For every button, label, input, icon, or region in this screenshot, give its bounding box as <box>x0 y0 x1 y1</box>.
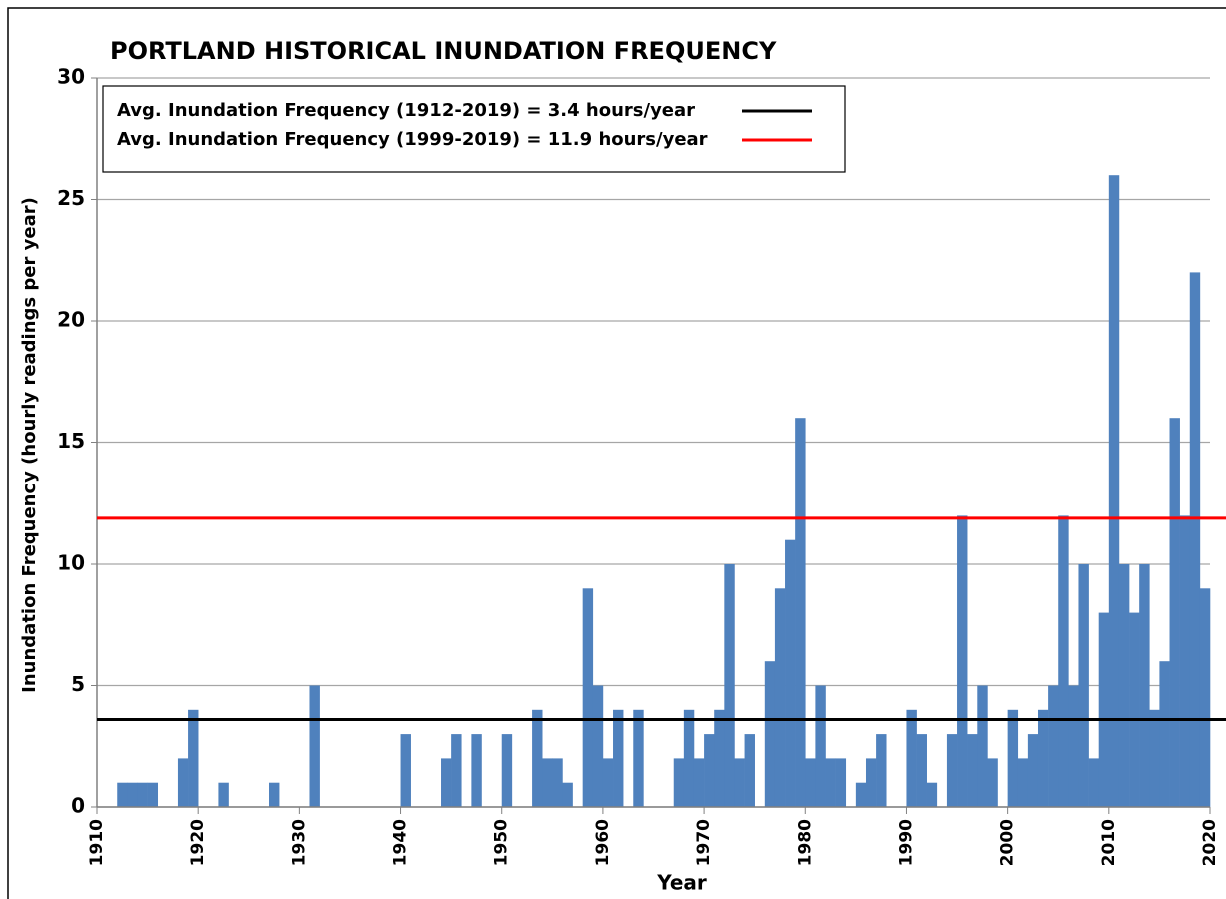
y-axis-label: Inundation Frequency (hourly readings pe… <box>19 197 40 693</box>
bar <box>471 734 482 807</box>
x-tick-label: 2010 <box>1099 819 1119 866</box>
bar <box>218 782 229 807</box>
bar <box>704 734 715 807</box>
bar <box>1017 758 1029 807</box>
x-tick-label: 1910 <box>87 819 107 866</box>
y-tick-label: 20 <box>57 308 85 332</box>
bar <box>724 564 735 807</box>
x-tick-label: 1940 <box>391 819 411 866</box>
legend <box>102 85 846 173</box>
bar <box>825 758 836 807</box>
frame <box>7 7 1226 899</box>
y-tick-label: 5 <box>71 672 85 696</box>
y-tick-label: 15 <box>57 429 85 453</box>
bar <box>835 758 847 807</box>
x-tick-label: 1930 <box>289 819 309 866</box>
bar <box>1068 685 1079 807</box>
x-tick-label: 1960 <box>593 819 613 866</box>
bar <box>613 709 624 807</box>
x-tick-label: 1970 <box>694 819 714 866</box>
x-tick-label: 1950 <box>492 819 512 866</box>
bar <box>451 734 462 807</box>
bar <box>1199 588 1211 807</box>
x-tick-label: 2020 <box>1200 819 1220 866</box>
bar <box>1078 564 1089 807</box>
x-axis-label: Year <box>656 871 707 895</box>
bar <box>926 782 938 807</box>
bar <box>532 709 543 807</box>
bar <box>815 685 826 807</box>
y-tick-label: 0 <box>71 794 85 818</box>
bar <box>1129 612 1140 807</box>
bar <box>795 418 806 807</box>
bar <box>876 734 887 807</box>
bar <box>693 758 705 807</box>
bar <box>188 709 199 807</box>
bar <box>744 734 755 807</box>
bar <box>1007 709 1019 807</box>
bar <box>309 685 320 807</box>
bar <box>137 782 148 807</box>
bar <box>582 588 594 807</box>
y-tick-label: 10 <box>57 551 85 575</box>
x-tick-label: 1920 <box>188 819 208 866</box>
bar <box>552 758 563 807</box>
legend-label: Avg. Inundation Frequency (1912-2019) = … <box>117 100 695 121</box>
x-tick-label: 2000 <box>998 819 1018 866</box>
bar <box>1027 734 1039 807</box>
bar <box>1169 418 1180 807</box>
legend-label: Avg. Inundation Frequency (1999-2019) = … <box>117 129 708 150</box>
bar <box>177 758 189 807</box>
bar <box>683 709 695 807</box>
bar <box>269 782 280 807</box>
bar <box>542 758 553 807</box>
bar <box>501 734 513 807</box>
bar <box>673 758 685 807</box>
bar <box>562 782 573 807</box>
bar <box>1118 564 1130 807</box>
bar <box>855 782 867 807</box>
bar <box>734 758 745 807</box>
bar <box>633 709 644 807</box>
bar <box>117 782 128 807</box>
bar <box>602 758 614 807</box>
bar <box>865 758 877 807</box>
bar <box>1037 709 1049 807</box>
bar <box>785 539 796 807</box>
bar <box>967 734 978 807</box>
bar <box>1179 515 1191 807</box>
bar <box>147 782 159 807</box>
x-tick-label: 1990 <box>896 819 916 866</box>
bar <box>987 758 998 807</box>
bar <box>1108 175 1120 807</box>
bar <box>805 758 816 807</box>
bar <box>1058 515 1069 807</box>
bar <box>1149 709 1160 807</box>
bar <box>592 685 604 807</box>
bar <box>906 709 917 807</box>
bar <box>957 515 968 807</box>
bar <box>1189 272 1201 807</box>
bar <box>916 734 927 807</box>
y-tick-label: 30 <box>57 65 85 89</box>
bar <box>1098 612 1110 807</box>
bar <box>1048 685 1059 807</box>
bar <box>977 685 988 807</box>
bar <box>1088 758 1099 807</box>
y-tick-label: 25 <box>57 186 85 210</box>
x-tick-label: 1980 <box>795 819 815 866</box>
bar <box>946 734 958 807</box>
bar <box>774 588 786 807</box>
bar <box>1159 661 1170 807</box>
bar <box>714 709 725 807</box>
chart-title: PORTLAND HISTORICAL INUNDATION FREQUENCY <box>110 37 777 65</box>
bar <box>1139 564 1150 807</box>
bar <box>400 734 411 807</box>
bar <box>441 758 452 807</box>
bar <box>764 661 776 807</box>
bar <box>127 782 138 807</box>
